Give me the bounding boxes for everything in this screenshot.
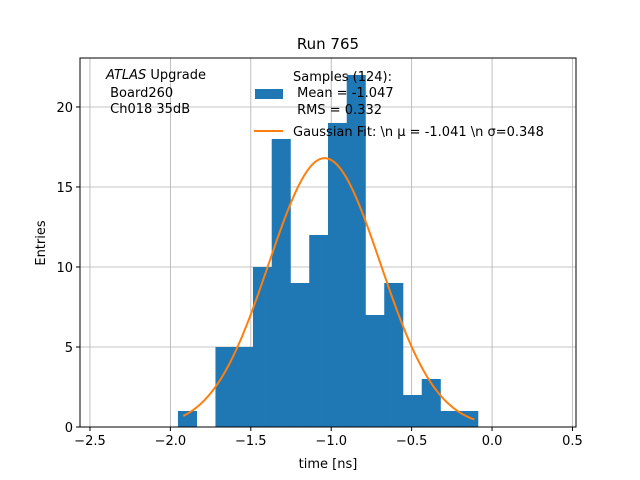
legend-hist-line3: RMS = 0.332 (293, 103, 382, 118)
legend-hist-swatch (255, 89, 283, 99)
legend-fit-label: Gaussian Fit: \n μ = -1.041 \n σ=0.348 (293, 125, 544, 140)
legend-hist-line1: Samples (124): (293, 70, 392, 85)
x-tick-label: −1.5 (235, 434, 267, 449)
upgrade-label: Upgrade (146, 68, 206, 83)
histogram-bar (290, 282, 310, 427)
y-axis-label: Entries (34, 220, 49, 266)
x-tick-label: −2.5 (74, 434, 106, 449)
svg-text:ATLAS Upgrade: ATLAS Upgrade (105, 68, 206, 83)
y-tick-label: 15 (56, 181, 73, 196)
histogram-bar (384, 282, 404, 427)
gaussian-fit-line (182, 157, 475, 421)
chart-title: Run 765 (297, 35, 359, 53)
histogram-bar (215, 346, 235, 427)
x-tick-label: −2.0 (155, 434, 187, 449)
histogram-bar (365, 314, 385, 427)
histogram-bar (177, 410, 197, 427)
histogram-bar (440, 410, 460, 427)
histogram-bars (177, 74, 479, 427)
histogram-bar (346, 74, 366, 427)
histogram-bar (421, 378, 441, 427)
y-tick-label: 5 (65, 341, 73, 356)
x-tick-label: −0.5 (396, 434, 428, 449)
atlas-annotation: ATLAS Upgrade Board260 Ch018 35dB (105, 68, 206, 117)
channel-label: Ch018 35dB (106, 102, 190, 117)
axis-ticks: −2.5 −2.0 −1.5 −1.0 −0.5 0.0 0.5 0 5 10 15 20 (56, 101, 582, 449)
histogram-bar (327, 122, 348, 427)
x-tick-label: 0.5 (562, 434, 583, 449)
legend-hist-line2: Mean = -1.047 (293, 86, 394, 101)
histogram-bar (234, 346, 254, 427)
histogram-bar (271, 138, 291, 427)
legend: Samples (124): Mean = -1.047 RMS = 0.332… (254, 70, 544, 140)
y-tick-label: 20 (56, 101, 73, 116)
histogram-bar (309, 234, 329, 427)
x-tick-label: −1.0 (315, 434, 347, 449)
axes-frame (79, 57, 577, 428)
atlas-label: ATLAS (105, 68, 146, 83)
y-tick-label: 0 (65, 421, 73, 436)
histogram-bar (252, 266, 273, 427)
board-label: Board260 (106, 86, 173, 101)
y-tick-label: 10 (56, 261, 73, 276)
histogram-bar (402, 394, 423, 427)
x-tick-label: 0.0 (482, 434, 503, 449)
x-axis-label: time [ns] (299, 457, 358, 472)
